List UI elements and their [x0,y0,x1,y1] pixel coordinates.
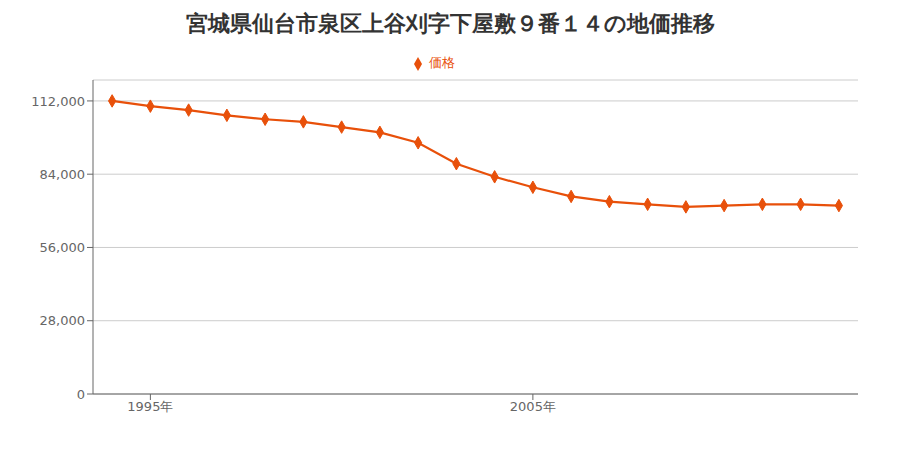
svg-text:28,000: 28,000 [40,313,86,328]
svg-text:56,000: 56,000 [40,240,86,255]
html-text:価格: 価格 [429,55,455,70]
svg-text:2005年: 2005年 [510,399,556,414]
svg-text:112,000: 112,000 [31,94,85,109]
svg-text:1995年: 1995年 [127,399,173,414]
html-text:宮城県仙台市泉区上谷刈字下屋敷９番１４の地価推移: 宮城県仙台市泉区上谷刈字下屋敷９番１４の地価推移 [185,11,715,36]
svg-text:84,000: 84,000 [40,167,86,182]
svg-text:0: 0 [77,387,85,402]
